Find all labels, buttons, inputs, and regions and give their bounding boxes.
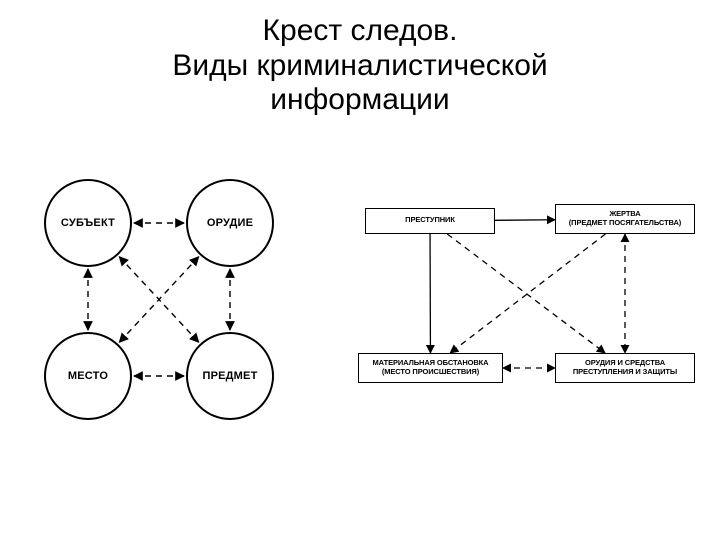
circle-label-subject: СУБЪЕКТ [43,217,133,229]
box-node-tools: ОРУДИЯ И СРЕДСТВАПРЕСТУПЛЕНИЯ И ЗАЩИТЫ [555,353,695,383]
box-node-scene: МАТЕРИАЛЬНАЯ ОБСТАНОВКА(МЕСТО ПРОИСШЕСТВ… [358,353,503,383]
title-line-2: Виды криминалистической [172,49,547,82]
edge [447,234,605,353]
diagram-stage: СУБЪЕКТ ОРУДИЕ МЕСТО ПРЕДМЕТ ПРЕСТУПНИК ЖЕРТВ… [0,118,720,538]
diagram-svg [0,118,720,538]
page-title: Крест следов. Виды криминалистической ин… [0,0,720,118]
title-line-1: Крест следов. [263,14,458,47]
box-node-criminal: ПРЕСТУПНИК [365,208,495,234]
title-line-3: информации [270,83,449,116]
box-node-victim: ЖЕРТВА(ПРЕДМЕТ ПОСЯГАТЕЛЬСТВА) [555,204,695,234]
circle-label-weapon: ОРУДИЕ [185,217,275,229]
circle-label-object: ПРЕДМЕТ [185,370,275,382]
circle-label-place: МЕСТО [43,370,133,382]
edge [495,219,555,220]
